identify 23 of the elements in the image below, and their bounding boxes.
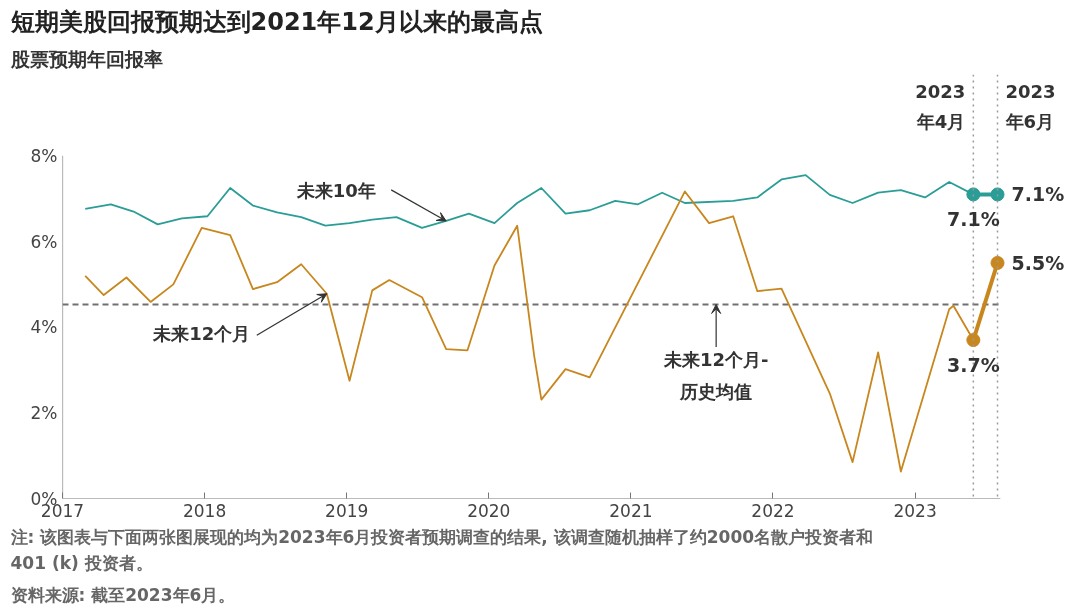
y-tick-label: 6% [30,231,58,252]
x-tick-label: 2020 [467,500,511,521]
x-tick-label: 2023 [893,500,937,521]
text: 注: 该图表与下面两张图展现的均为2023年6月投资者预期调查的结果, 该调查随机抽样了约2000名散户投资者和401 (k) 投资者。 [9,526,874,573]
y-tick-label: 2% [30,402,58,423]
data-label: 7.1% [947,208,1000,231]
ref-line-label: 2023 年6月 [1004,80,1056,132]
data-label: 3.7% [947,354,1000,377]
y-tick-label: 8% [30,145,58,166]
series-label: 未来12个月 [152,323,251,345]
x-tick-label: 2021 [609,500,653,521]
y-axis-title: 股票预期年回报率 [9,47,163,70]
ref-line-label: 2023 年4月 [915,80,966,132]
chart-title: 短期美股回报预期达到2021年12月以来的最高点 [9,7,543,36]
annotation: 未来12个月- 历史均值 [662,349,769,402]
x-tick-label: 2018 [182,500,227,521]
y-tick-label: 4% [30,317,58,338]
data-label: 5.5% [1011,251,1065,274]
x-tick-label: 2019 [325,500,369,521]
x-tick-label: 2022 [751,500,795,521]
text: 资料来源: 截至2023年6月。 [10,584,236,605]
data-label: 7.1% [1011,183,1065,206]
series-label: 未来10年 [295,180,376,202]
